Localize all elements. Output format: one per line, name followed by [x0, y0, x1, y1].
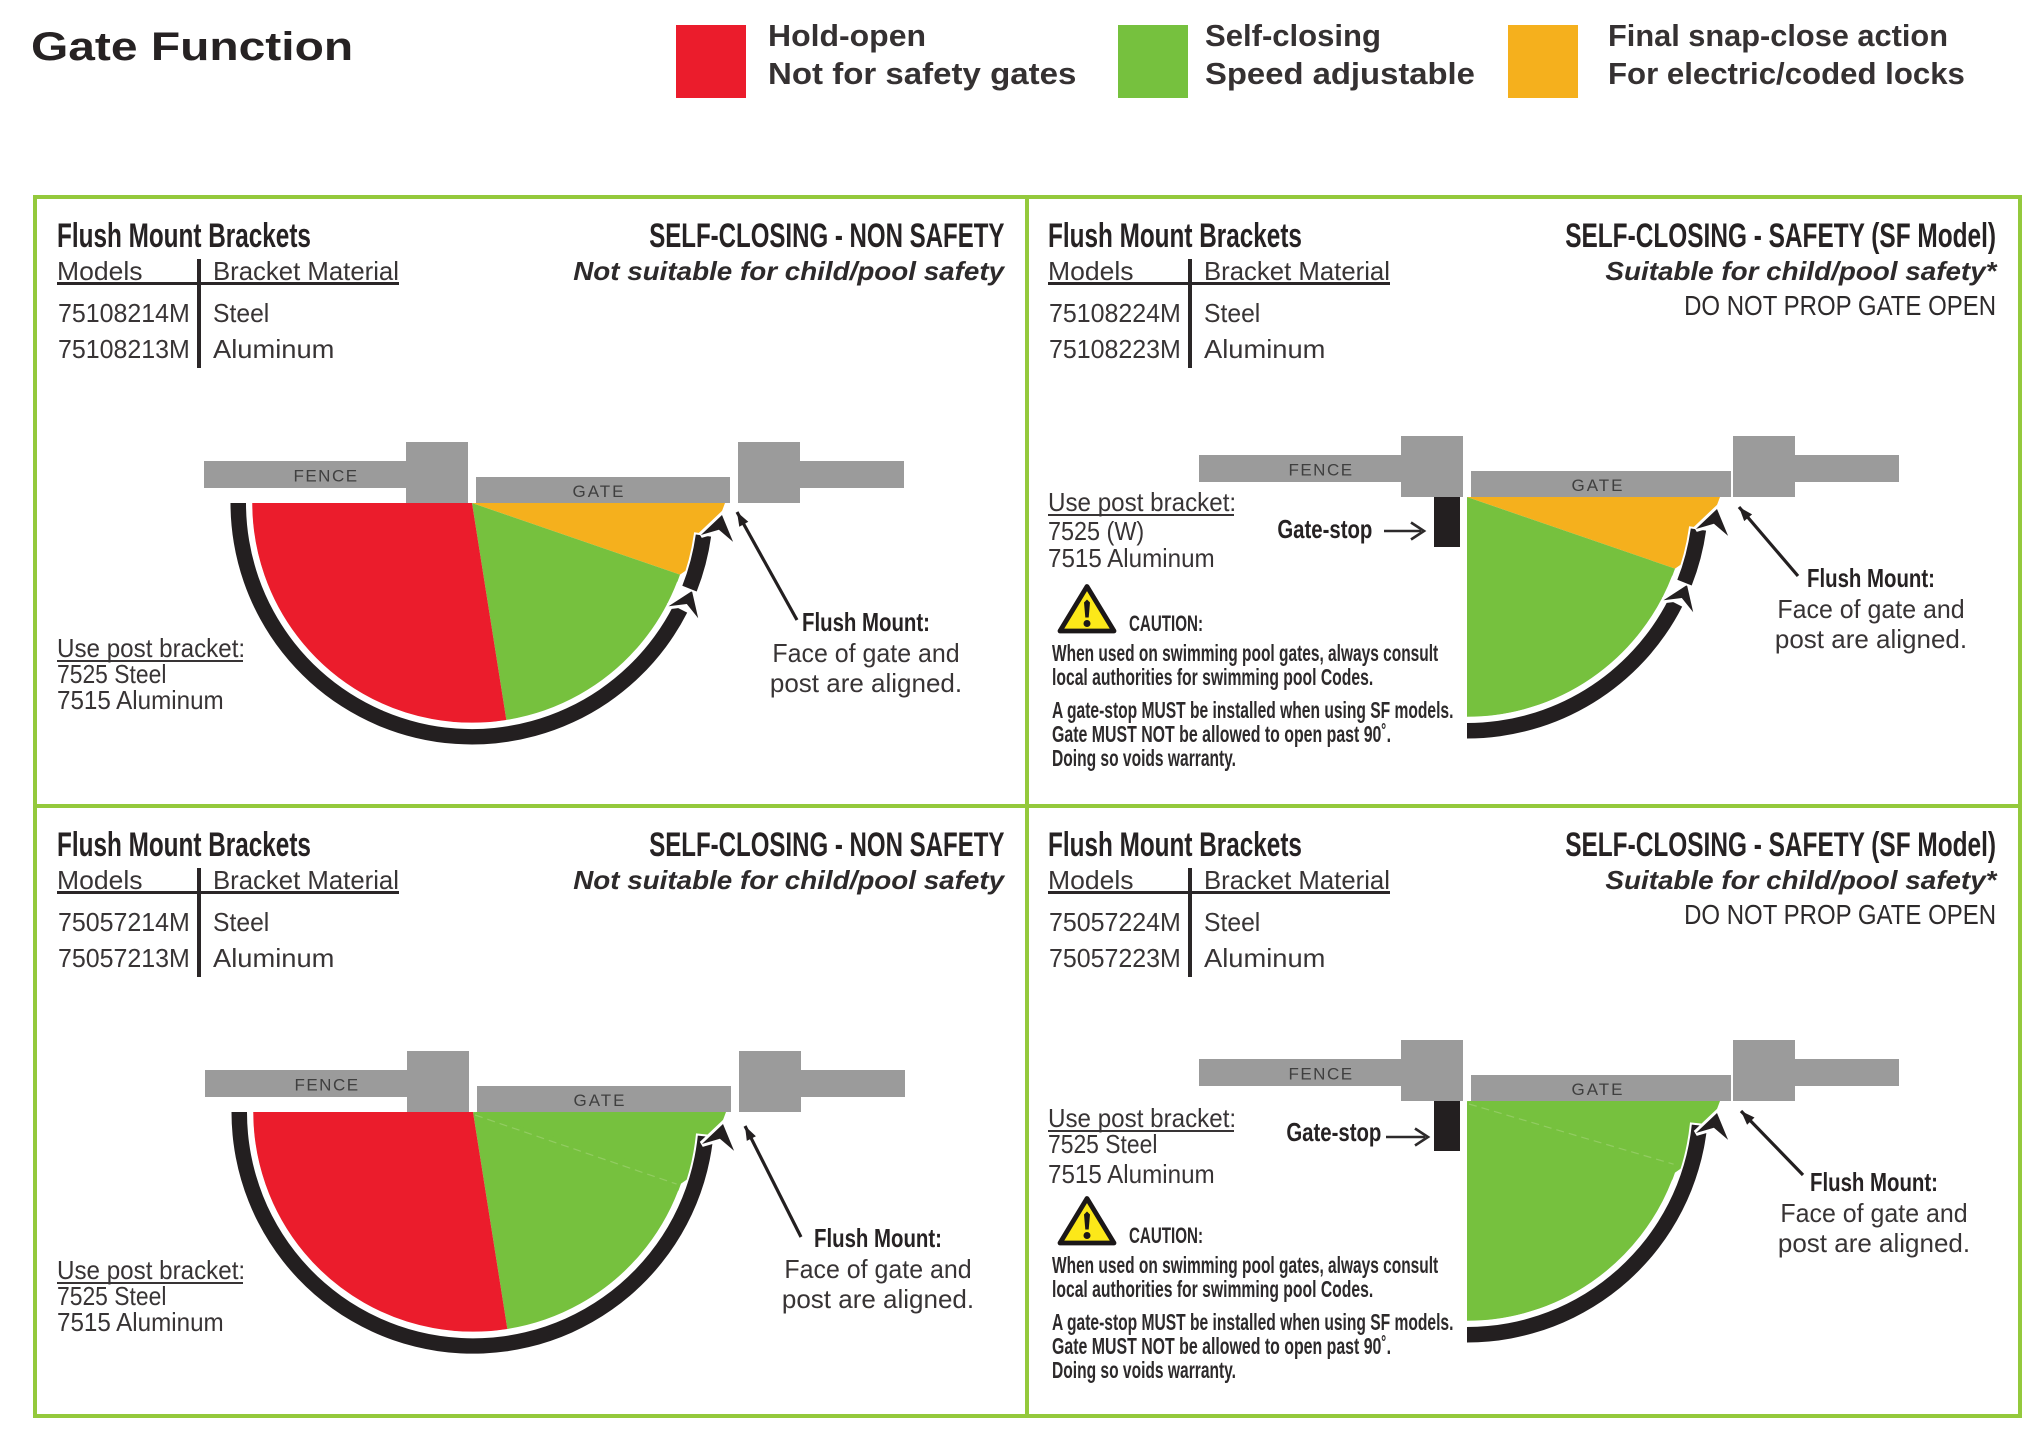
svg-text:GATE: GATE — [1571, 1080, 1624, 1099]
svg-text:GATE: GATE — [572, 482, 625, 501]
svg-text:FENCE: FENCE — [1288, 461, 1353, 480]
svg-text:FENCE: FENCE — [1288, 1065, 1353, 1084]
svg-text:FENCE: FENCE — [293, 467, 358, 486]
svg-text:FENCE: FENCE — [294, 1076, 359, 1095]
svg-text:GATE: GATE — [573, 1091, 626, 1110]
svg-text:GATE: GATE — [1571, 476, 1624, 495]
